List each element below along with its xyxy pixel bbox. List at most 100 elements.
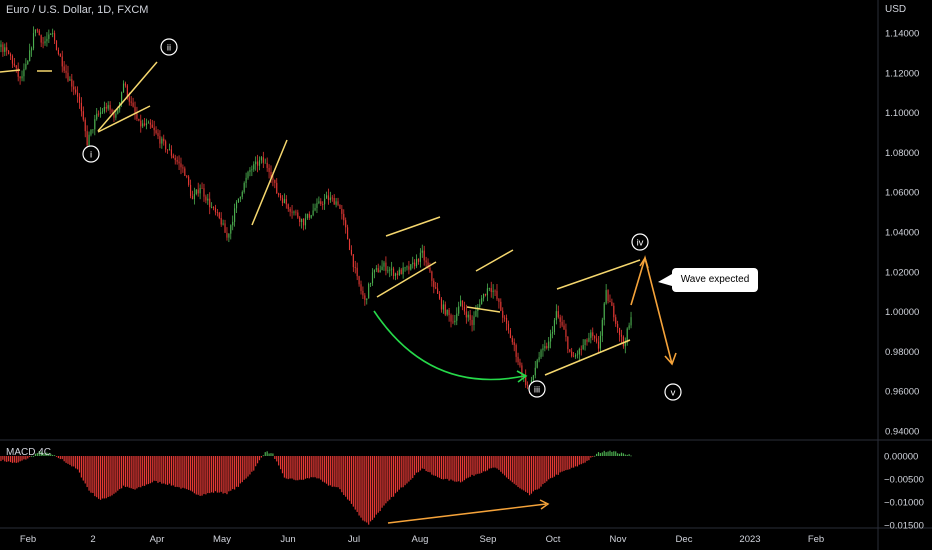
candle-body [573, 356, 575, 358]
candle-body [324, 198, 326, 205]
macd-bar [245, 456, 247, 479]
candle-body [463, 306, 465, 312]
candle-body [576, 354, 578, 356]
candle-body [105, 107, 107, 109]
macd-bar [435, 456, 437, 476]
candle-body [180, 163, 182, 168]
candle-body [76, 92, 79, 97]
macd-bar [15, 456, 17, 463]
candle-body [352, 254, 354, 268]
candle-body [234, 208, 236, 222]
candle-body [151, 124, 153, 128]
chart-title[interactable]: Euro / U.S. Dollar, 1D, FXCM [6, 4, 149, 16]
candle-body [592, 332, 594, 337]
price-tick-label: 1.06000 [885, 188, 919, 199]
candle-body [214, 207, 217, 213]
candle-body [132, 102, 134, 107]
candle-body [145, 123, 148, 126]
trend-line [0, 69, 21, 73]
candle-body [31, 48, 33, 51]
macd-bar [477, 456, 479, 474]
macd-bar [486, 456, 488, 471]
macd-bar [458, 456, 460, 482]
candle-body [101, 111, 104, 113]
macd-bar [117, 456, 119, 491]
candle-body [161, 138, 163, 144]
candle-body [467, 314, 469, 318]
macd-bar [437, 456, 439, 478]
candle-body [128, 96, 130, 102]
candle-body [343, 213, 345, 221]
macd-bar [53, 455, 56, 457]
candle-body [174, 157, 176, 161]
candle-body [172, 155, 174, 158]
candle-body [337, 201, 339, 205]
macd-bar [13, 456, 15, 463]
candle-body [61, 56, 63, 67]
candle-body [75, 89, 77, 93]
candle-body [431, 271, 433, 281]
candle-body [599, 335, 601, 349]
candle-body [149, 122, 151, 125]
macd-bar [55, 456, 58, 457]
macd-bar [115, 456, 117, 493]
macd-bar [314, 456, 316, 478]
candle-body [580, 348, 582, 350]
price-tick-label: 1.14000 [885, 29, 919, 40]
macd-bar [502, 456, 504, 474]
candle-body [345, 220, 347, 228]
time-tick-label: 2 [90, 534, 95, 545]
candle-body [400, 269, 402, 275]
candle-body [548, 341, 550, 349]
candle-body [126, 85, 128, 97]
macd-bar [256, 456, 259, 464]
candle-body [320, 201, 322, 205]
macd-bar [4, 456, 6, 462]
candle-body [184, 168, 186, 176]
candle-body [492, 290, 494, 292]
macd-bar [293, 456, 295, 480]
macd-bar [373, 456, 376, 518]
macd-bar [73, 456, 75, 467]
candle-body [308, 213, 310, 218]
macd-bar [203, 456, 205, 495]
macd-bar [101, 456, 104, 499]
macd-bar [243, 456, 245, 480]
candle-body [502, 310, 504, 318]
macd-bar [128, 456, 130, 488]
candle-body [21, 76, 23, 79]
candle-body [9, 54, 12, 56]
macd-bar [611, 451, 613, 456]
candle-body [237, 198, 240, 203]
candle-body [475, 310, 477, 317]
candle-body [17, 67, 19, 77]
candle-body [509, 330, 511, 339]
macd-bar [272, 453, 274, 456]
macd-bar [567, 456, 569, 470]
candle-body [88, 134, 90, 146]
macd-bar [574, 456, 577, 467]
macd-bar [488, 456, 490, 469]
macd-bar [473, 456, 475, 476]
candle-body [197, 189, 199, 194]
macd-bar [130, 456, 132, 489]
macd-bar [299, 456, 301, 480]
candle-body [578, 348, 580, 355]
macd-bar [505, 456, 508, 478]
macd-bar [94, 456, 96, 497]
macd-bar [174, 456, 176, 487]
candle-body [276, 182, 278, 194]
macd-bar [82, 456, 84, 481]
macd-bar [145, 456, 148, 485]
macd-bar [21, 456, 23, 461]
macd-bar [291, 456, 293, 479]
time-tick-label: Jul [348, 534, 360, 545]
macd-label[interactable]: MACD 4C [6, 447, 52, 458]
price-tick-label: 1.04000 [885, 228, 919, 239]
macd-bar [454, 456, 456, 482]
macd-bar [417, 456, 420, 473]
candle-body [620, 334, 623, 337]
candle-body [488, 288, 490, 289]
candle-body [433, 280, 435, 288]
